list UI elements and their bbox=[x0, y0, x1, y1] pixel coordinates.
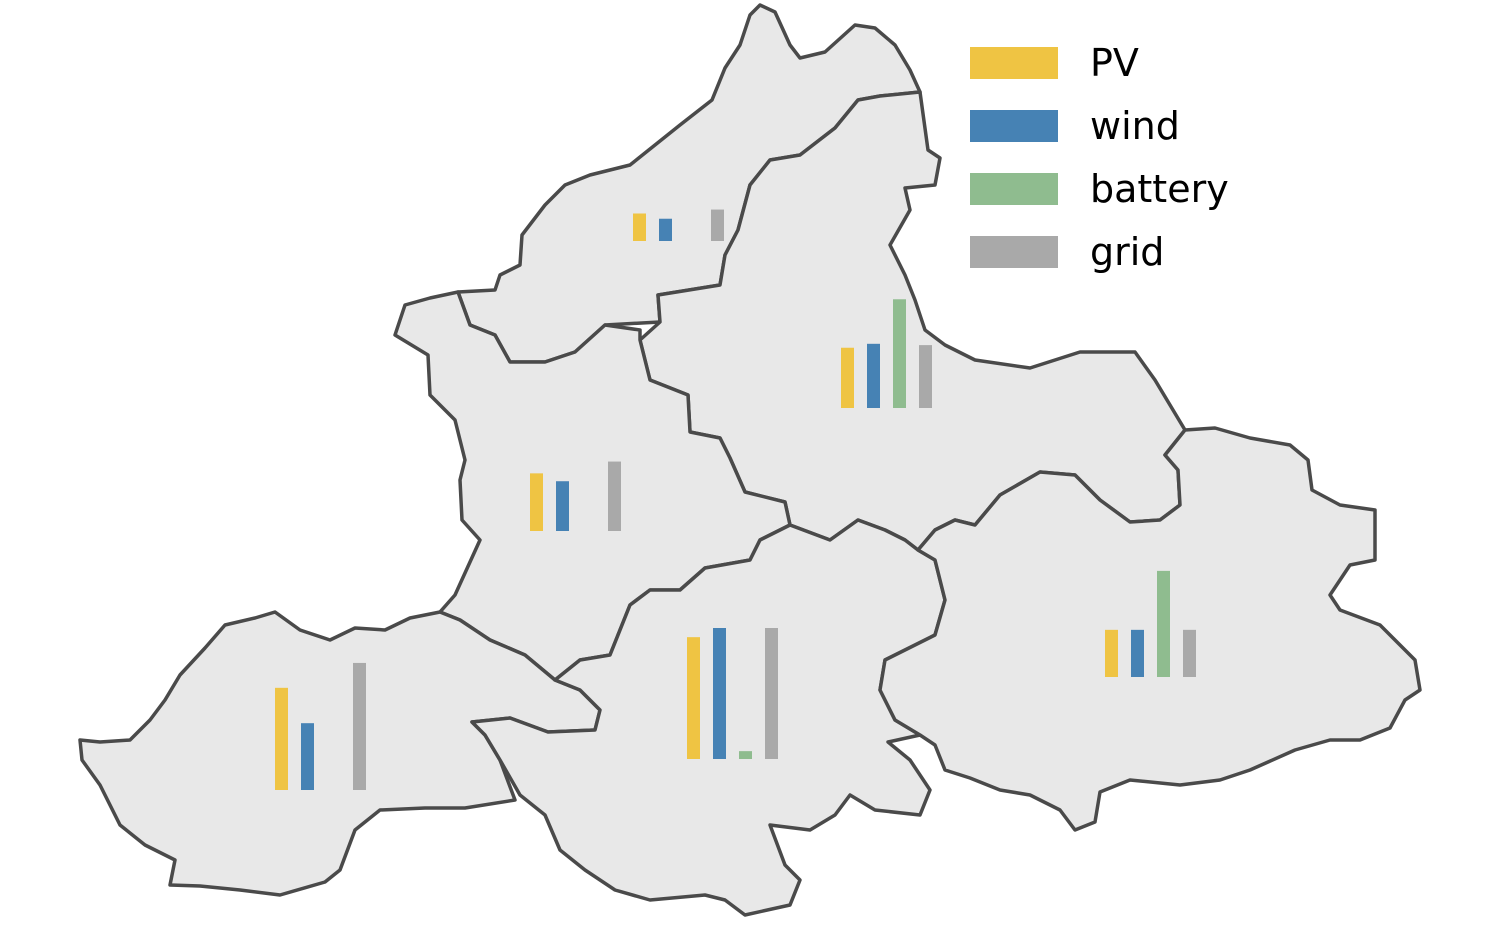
bar-west-pv bbox=[530, 473, 543, 531]
bar-group-east bbox=[1105, 570, 1196, 677]
legend-swatch-wind bbox=[970, 110, 1058, 142]
bar-north-pv bbox=[633, 213, 646, 241]
bar-east-wind bbox=[1131, 629, 1144, 677]
region-shapes bbox=[78, 3, 1422, 917]
legend: PV wind battery grid bbox=[970, 41, 1229, 274]
bar-east-grid bbox=[1183, 629, 1196, 677]
bar-southwest-pv bbox=[275, 687, 288, 790]
bar-north-wind bbox=[659, 218, 672, 241]
bar-group-north bbox=[633, 209, 724, 241]
bar-group-south bbox=[687, 628, 778, 759]
bar-group-west bbox=[530, 461, 621, 531]
bar-south-grid bbox=[765, 628, 778, 759]
legend-label-grid: grid bbox=[1090, 230, 1164, 274]
bar-group-northeast bbox=[841, 299, 932, 408]
bar-north-grid bbox=[711, 209, 724, 241]
bar-group-southwest bbox=[275, 662, 366, 790]
region-north bbox=[456, 3, 922, 364]
bar-south-pv bbox=[687, 637, 700, 759]
legend-swatch-grid bbox=[970, 236, 1058, 268]
legend-label-battery: battery bbox=[1090, 167, 1229, 211]
region-east bbox=[878, 426, 1422, 832]
legend-swatch-battery bbox=[970, 173, 1058, 205]
bar-east-pv bbox=[1105, 629, 1118, 677]
bar-west-wind bbox=[556, 481, 569, 531]
bar-northeast-grid bbox=[919, 345, 932, 408]
bar-southwest-wind bbox=[301, 723, 314, 790]
legend-label-pv: PV bbox=[1090, 41, 1139, 85]
bar-northeast-pv bbox=[841, 347, 854, 408]
region-bar-groups bbox=[275, 209, 1196, 790]
bar-east-battery bbox=[1157, 570, 1170, 677]
bar-south-wind bbox=[713, 628, 726, 759]
legend-swatch-pv bbox=[970, 47, 1058, 79]
bar-northeast-wind bbox=[867, 343, 880, 408]
bar-west-grid bbox=[608, 461, 621, 531]
bar-northeast-battery bbox=[893, 299, 906, 408]
legend-label-wind: wind bbox=[1090, 104, 1180, 148]
bar-southwest-grid bbox=[353, 662, 366, 790]
bar-south-battery bbox=[739, 751, 752, 759]
